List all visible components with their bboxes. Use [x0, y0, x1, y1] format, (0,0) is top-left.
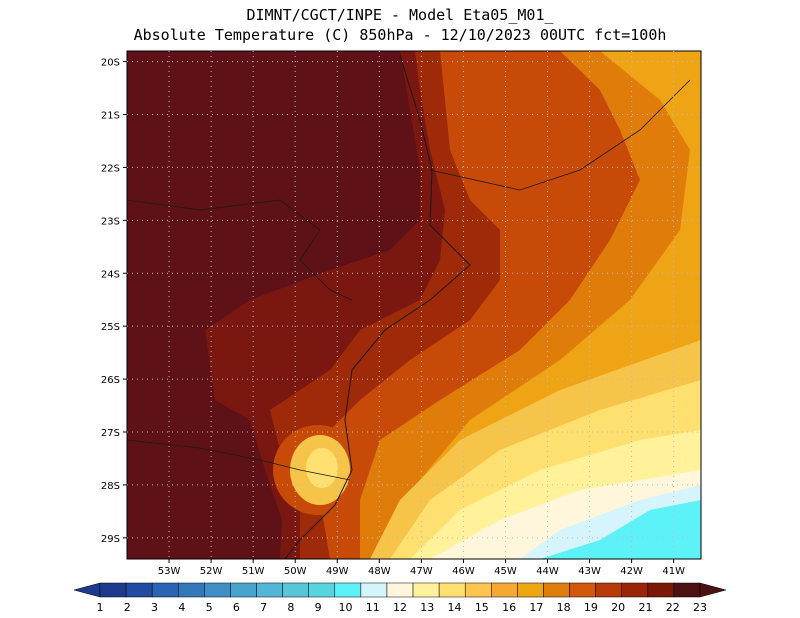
legend-label: 10 [338, 601, 352, 614]
legend-label: 22 [666, 601, 680, 614]
legend-swatch [125, 582, 153, 598]
lat-label: 23S [101, 216, 120, 227]
legend-min-arrow [73, 582, 101, 598]
lat-label: 29S [101, 534, 120, 545]
legend-swatch [569, 582, 596, 598]
lat-label: 27S [101, 428, 120, 439]
temperature-field [127, 51, 701, 559]
map-title-line-1: DIMNT/CGCT/INPE - Model Eta05_M01_ [246, 6, 554, 24]
plot-frame [126, 50, 702, 560]
lon-label: 52W [200, 566, 223, 577]
legend-swatch [204, 582, 231, 598]
legend-label: 17 [529, 601, 543, 614]
legend-swatch [621, 582, 649, 598]
legend-label: 19 [584, 601, 598, 614]
legend-swatch [282, 582, 309, 598]
legend-swatch [412, 582, 440, 598]
lat-label: 24S [101, 269, 120, 280]
legend-swatch [647, 582, 675, 598]
map-title-line-2: Absolute Temperature (C) 850hPa - 12/10/… [133, 26, 667, 44]
legend-swatch [308, 582, 336, 598]
color-legend: 1 2 3 4 5 6 7 8 9 10 11 12 13 14 15 16 17 18 19 20 21 22 23 [73, 582, 727, 614]
legend-label: 12 [393, 601, 407, 614]
legend-swatch [517, 582, 544, 598]
lon-label: 42W [620, 566, 643, 577]
legend-swatch [360, 582, 388, 598]
legend-label: 16 [502, 601, 516, 614]
legend-label: 13 [420, 601, 434, 614]
legend-max-arrow [699, 582, 727, 598]
lon-label: 41W [662, 566, 685, 577]
legend-swatch [230, 582, 257, 598]
lat-label: 22S [101, 163, 120, 174]
legend-label: 20 [611, 601, 625, 614]
map-grid [127, 51, 701, 559]
lon-label: 53W [158, 566, 181, 577]
legend-swatch [334, 582, 362, 598]
lat-label: 20S [101, 58, 120, 69]
legend-swatch [151, 582, 179, 598]
lon-label: 43W [578, 566, 601, 577]
legend-label: 1 [97, 601, 104, 614]
legend-swatch [543, 582, 570, 598]
lon-label: 50W [284, 566, 307, 577]
lon-label: 46W [452, 566, 475, 577]
legend-label: 9 [315, 601, 322, 614]
legend-swatch [491, 582, 518, 598]
legend-label: 5 [206, 601, 213, 614]
legend-swatch [386, 582, 414, 598]
legend-label: 8 [287, 601, 294, 614]
lon-label: 44W [536, 566, 559, 577]
legend-label: 2 [124, 601, 131, 614]
legend-label: 14 [448, 601, 462, 614]
lat-label: 21S [101, 111, 120, 122]
legend-label: 3 [151, 601, 158, 614]
legend-label: 23 [693, 601, 707, 614]
legend-swatch [438, 582, 466, 598]
lon-label: 48W [368, 566, 391, 577]
legend-label: 6 [233, 601, 240, 614]
lon-label: 49W [326, 566, 349, 577]
legend-swatch [99, 582, 127, 598]
latitude-labels: 20S 21S 22S 23S 24S 25S 26S 27S 28S 29S [101, 58, 127, 545]
lon-label: 47W [410, 566, 433, 577]
legend-label: 7 [260, 601, 267, 614]
legend-label: 15 [475, 601, 489, 614]
lat-label: 25S [101, 322, 120, 333]
legend-label: 21 [638, 601, 652, 614]
legend-swatch [464, 582, 492, 598]
legend-swatch [178, 582, 205, 598]
legend-label: 4 [178, 601, 185, 614]
legend-swatch [256, 582, 283, 598]
lon-label: 51W [242, 566, 265, 577]
lon-label: 45W [494, 566, 517, 577]
longitude-labels: 53W 52W 51W 50W 49W 48W 47W 46W 45W 44W 43W 42W 41W [158, 559, 685, 577]
legend-swatch [595, 582, 622, 598]
legend-label: 18 [557, 601, 571, 614]
legend-label: 11 [366, 601, 380, 614]
lat-label: 28S [101, 481, 120, 492]
lat-label: 26S [101, 375, 120, 386]
legend-swatch [673, 582, 701, 598]
